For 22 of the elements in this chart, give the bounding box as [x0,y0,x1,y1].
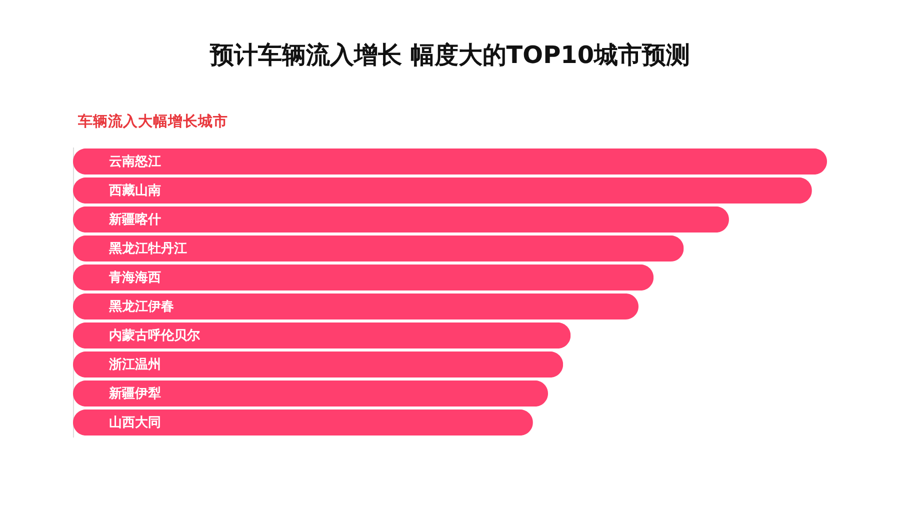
bar [73,235,684,262]
bar [73,293,638,320]
y-tick-label: 浙江温州 [108,358,161,372]
chart-subtitle: 车辆流入大幅增长城市 [77,112,228,130]
y-tick-label: 内蒙古呼伦贝尔 [109,328,201,344]
bar [73,380,548,407]
y-tick-label: 西藏山南 [108,182,161,198]
y-tick-label: 黑龙江伊春 [108,300,174,314]
y-tick-label: 新疆伊犁 [108,386,161,402]
bar [73,409,533,436]
bar [73,148,827,175]
bar [73,206,729,233]
y-tick-label: 新疆喀什 [108,212,161,228]
bar [73,351,564,378]
y-tick-label: 黑龙江牡丹江 [108,242,187,256]
bar [73,177,812,204]
chart-title: 预计车辆流入增长 幅度大的TOP10城市预测 [208,41,690,69]
bar [73,264,654,291]
y-tick-label: 云南怒江 [109,154,161,170]
bar [73,322,571,349]
y-tick-label: 山西大同 [109,416,161,430]
y-tick-label: 青海海西 [108,270,161,286]
